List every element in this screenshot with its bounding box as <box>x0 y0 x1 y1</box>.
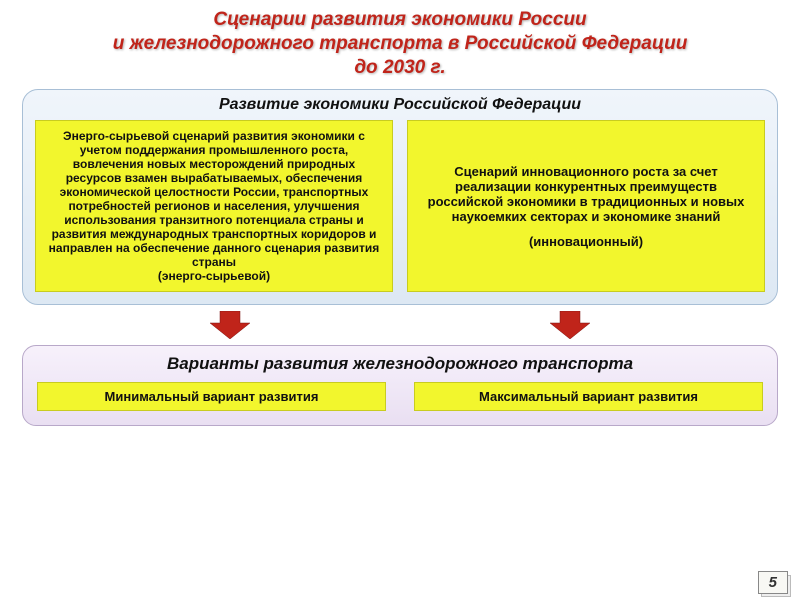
maximal-variant-box: Максимальный вариант развития <box>414 382 763 411</box>
variant-columns: Минимальный вариант развития Максимальны… <box>37 382 763 411</box>
energy-raw-scenario-box: Энерго-сырьевой сценарий развития эконом… <box>35 120 393 292</box>
down-arrow-icon <box>210 311 250 339</box>
energy-raw-suffix: (энерго-сырьевой) <box>46 269 382 283</box>
arrow-row <box>0 305 800 343</box>
down-arrow-icon <box>550 311 590 339</box>
energy-raw-text: Энерго-сырьевой сценарий развития эконом… <box>46 129 382 269</box>
innovation-suffix: (инновационный) <box>418 234 754 249</box>
page-number: 5 <box>758 571 788 594</box>
title-line-2: и железнодорожного транспорта в Российск… <box>113 33 688 54</box>
title-line-3: до 2030 г. <box>354 57 445 78</box>
innovation-text: Сценарий инновационного роста за счет ре… <box>418 164 754 224</box>
rail-heading: Варианты развития железнодорожного транс… <box>37 354 763 374</box>
slide-title: Сценарии развития экономики России и жел… <box>0 0 800 85</box>
spacer <box>418 224 754 234</box>
economy-heading: Развитие экономики Российской Федерации <box>35 96 765 114</box>
scenario-columns: Энерго-сырьевой сценарий развития эконом… <box>35 120 765 292</box>
economy-development-panel: Развитие экономики Российской Федерации … <box>22 89 778 305</box>
innovation-scenario-box: Сценарий инновационного роста за счет ре… <box>407 120 765 292</box>
minimal-variant-box: Минимальный вариант развития <box>37 382 386 411</box>
rail-variants-panel: Варианты развития железнодорожного транс… <box>22 345 778 426</box>
title-line-1: Сценарии развития экономики России <box>213 9 586 30</box>
